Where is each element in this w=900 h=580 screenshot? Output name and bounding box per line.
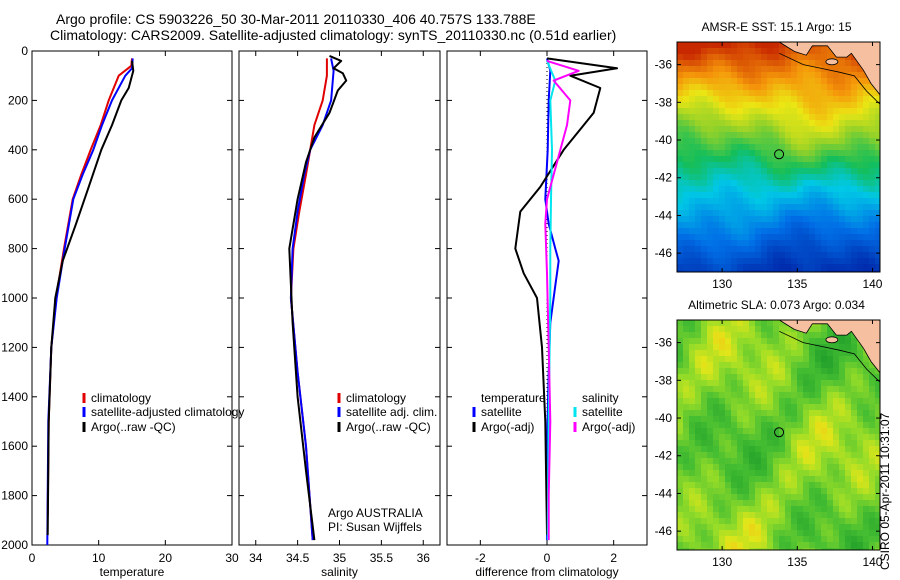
shelf-contour bbox=[779, 52, 881, 105]
series-line-2 bbox=[289, 58, 335, 541]
timestamp-stamp: CSIRO 05-Apr-2011 10:31:07 bbox=[878, 412, 892, 570]
y-tick-label: 1800 bbox=[1, 489, 28, 503]
y-tick-label: -44 bbox=[655, 208, 673, 222]
y-tick-label: -36 bbox=[655, 336, 673, 350]
legend-header-temperature: temperature bbox=[481, 391, 546, 405]
legend-entry: satellite bbox=[582, 405, 623, 419]
x-tick-label: 2 bbox=[610, 551, 617, 565]
y-tick-label: -40 bbox=[655, 133, 673, 147]
legend-entry: Argo(..raw -QC) bbox=[91, 420, 176, 434]
shelf-contour bbox=[779, 330, 881, 383]
legend-entry: Argo(-adj) bbox=[481, 420, 534, 434]
annotation-pi: PI: Susan Wijffels bbox=[328, 520, 422, 534]
y-tick-label: 0 bbox=[21, 44, 28, 58]
x-tick-label: 130 bbox=[712, 555, 732, 569]
x-tick-label: 36 bbox=[417, 551, 431, 565]
argo-float-marker bbox=[774, 427, 785, 438]
x-tick-label: 20 bbox=[159, 551, 173, 565]
y-tick-label: -44 bbox=[655, 486, 673, 500]
heatmap-cells bbox=[677, 320, 881, 551]
legend-entry: climatology bbox=[346, 391, 406, 405]
x-tick-label: 130 bbox=[712, 277, 732, 291]
sla-map: 130 135 140 -36 -38 -40 -42 -44 -46 Altimetric SL… bbox=[655, 298, 883, 569]
y-tick-label: -36 bbox=[655, 58, 673, 72]
legend-panel-3: temperature salinitysatelliteArgo(-adj)sa… bbox=[472, 391, 635, 434]
legend-entry: satellite bbox=[481, 405, 522, 419]
y-tick-label: -40 bbox=[655, 411, 673, 425]
sst-map: 130 135 140 -36 -38 -40 -42 -44 -46 AMSR-E SST: 1… bbox=[655, 20, 883, 291]
profile-panel-2: 34 34.5 35 35.5 36 salinity bbox=[238, 50, 441, 579]
x-tick-label: 35.5 bbox=[370, 551, 394, 565]
y-tick-label: 800 bbox=[8, 242, 28, 256]
x-tick-label: 0 bbox=[29, 551, 36, 565]
map-title: Altimetric SLA: 0.073 Argo: 0.034 bbox=[688, 298, 865, 312]
figure-title-line2: Climatology: CARS2009. Satellite-adjuste… bbox=[50, 27, 617, 43]
y-tick-label: -38 bbox=[655, 95, 673, 109]
series-line-4 bbox=[544, 59, 580, 541]
legend-entry: climatology bbox=[91, 391, 151, 405]
y-tick-label: 400 bbox=[8, 143, 28, 157]
kangaroo-island bbox=[825, 58, 839, 66]
legend-header-salinity: salinity bbox=[582, 391, 619, 405]
y-tick-label: 200 bbox=[8, 93, 28, 107]
kangaroo-island bbox=[825, 336, 839, 344]
x-tick-label: 30 bbox=[225, 551, 239, 565]
x-axis-label: difference from climatology bbox=[475, 565, 618, 579]
x-tick-label: 35 bbox=[333, 551, 347, 565]
y-tick-label: 1400 bbox=[1, 390, 28, 404]
y-tick-label: 1600 bbox=[1, 439, 28, 453]
panel-frame bbox=[31, 50, 233, 546]
annotation-operator: Argo AUSTRALIA bbox=[328, 506, 423, 520]
y-tick-label: -42 bbox=[655, 171, 673, 185]
legend-entry: Argo(..raw -QC) bbox=[346, 420, 431, 434]
x-axis-label: salinity bbox=[321, 565, 358, 579]
x-tick-label: 135 bbox=[787, 555, 807, 569]
y-tick-label: 1200 bbox=[1, 340, 28, 354]
series-line-2 bbox=[514, 57, 618, 536]
y-tick-label: -42 bbox=[655, 449, 673, 463]
legend-entry: satellite-adjusted climatology bbox=[91, 405, 244, 419]
x-tick-label: 10 bbox=[92, 551, 106, 565]
series-line-3 bbox=[288, 54, 348, 541]
legend-entry: Argo(-adj) bbox=[582, 420, 635, 434]
argo-float-marker bbox=[774, 149, 785, 160]
y-tick-label: -46 bbox=[655, 524, 673, 538]
x-axis-label: temperature bbox=[100, 565, 165, 579]
map-frame bbox=[676, 41, 881, 273]
x-tick-label: 34 bbox=[249, 551, 263, 565]
y-tick-label: -46 bbox=[655, 246, 673, 260]
heatmap-cells bbox=[677, 42, 881, 273]
y-tick-label: 2000 bbox=[1, 538, 28, 552]
profile-panel-1: 0 10 20 30 0 200 400 600 800 1000 1200 1400 1600 1800… bbox=[1, 44, 239, 579]
x-tick-label: 0 bbox=[544, 551, 551, 565]
map-title: AMSR-E SST: 15.1 Argo: 15 bbox=[701, 20, 851, 34]
figure-title-line1: Argo profile: CS 5903226_50 30-Mar-2011 … bbox=[56, 11, 536, 27]
y-tick-label: -38 bbox=[655, 373, 673, 387]
x-tick-label: 34.5 bbox=[286, 551, 310, 565]
y-tick-label: 1000 bbox=[1, 291, 28, 305]
x-tick-label: -2 bbox=[475, 551, 486, 565]
panel-frame bbox=[238, 50, 441, 546]
legend-entry: satellite adj. clim. bbox=[346, 405, 437, 419]
series-line-3 bbox=[46, 60, 135, 536]
y-tick-label: 600 bbox=[8, 192, 28, 206]
map-frame bbox=[676, 319, 881, 551]
x-tick-label: 140 bbox=[862, 555, 882, 569]
x-tick-label: 135 bbox=[787, 277, 807, 291]
x-tick-label: 140 bbox=[862, 277, 882, 291]
